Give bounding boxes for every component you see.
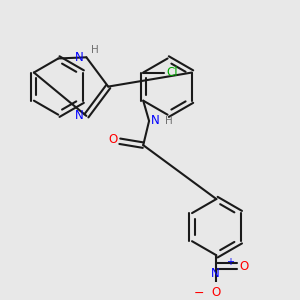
- Text: −: −: [194, 287, 204, 300]
- Text: Cl: Cl: [167, 66, 178, 79]
- Text: O: O: [212, 286, 221, 299]
- Text: N: N: [75, 110, 84, 122]
- Text: N: N: [211, 267, 220, 280]
- Text: N: N: [151, 115, 160, 128]
- Text: H: H: [91, 45, 99, 55]
- Text: N: N: [75, 51, 84, 64]
- Text: +: +: [226, 256, 235, 266]
- Text: H: H: [166, 116, 173, 126]
- Text: O: O: [108, 133, 118, 146]
- Text: O: O: [240, 260, 249, 273]
